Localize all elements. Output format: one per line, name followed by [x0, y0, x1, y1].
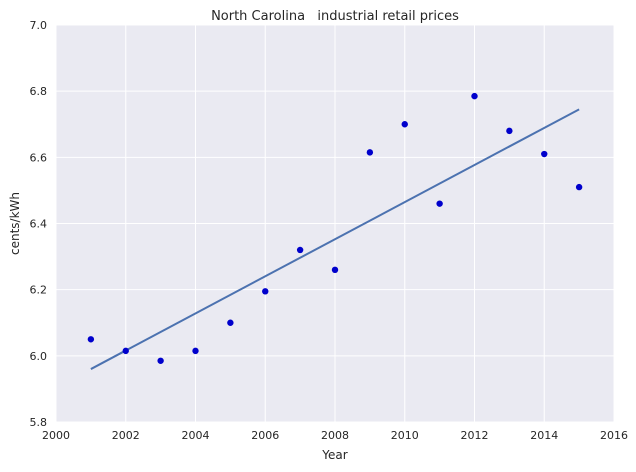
data-point	[227, 319, 234, 326]
x-tick-label: 2004	[182, 429, 210, 442]
data-point	[87, 336, 95, 343]
y-tick-label: 6.8	[30, 85, 48, 98]
data-point	[471, 92, 478, 100]
regression-line	[90, 108, 580, 370]
trend-line	[90, 108, 580, 370]
x-tick-label: 2000	[42, 429, 70, 442]
x-tick-label: 2014	[530, 429, 558, 442]
data-point	[506, 127, 513, 135]
y-tick-labels: 5.8 6.0 6.2 6.4 6.6 6.8 7.0	[30, 19, 48, 429]
data-points	[87, 92, 583, 364]
x-axis-label: Year	[321, 448, 347, 462]
y-tick-label: 6.6	[30, 151, 48, 164]
data-point	[262, 288, 269, 295]
data-point	[575, 183, 583, 191]
data-point	[122, 347, 129, 355]
y-tick-label: 6.2	[30, 284, 48, 297]
data-point	[157, 357, 164, 364]
x-tick-label: 2010	[391, 429, 419, 442]
y-tick-label: 6.4	[30, 218, 48, 231]
y-tick-label: 5.8	[30, 416, 48, 429]
y-axis-label: cents/kWh	[8, 192, 22, 255]
data-point	[401, 121, 408, 128]
data-point	[366, 149, 374, 156]
data-point	[296, 246, 304, 254]
data-point	[192, 347, 199, 355]
data-point	[436, 200, 443, 207]
chart-title: North Carolina industrial retail prices	[211, 9, 459, 24]
x-tick-label: 2016	[600, 429, 628, 442]
x-tick-labels: 2000 2002 2004 2006 2008 2010 2012 2014 2016	[42, 429, 628, 442]
data-point	[331, 266, 339, 274]
y-tick-label: 7.0	[30, 19, 48, 32]
x-tick-label: 2006	[251, 429, 279, 442]
data-point	[541, 150, 548, 158]
grid	[55, 24, 615, 423]
x-tick-label: 2012	[461, 429, 489, 442]
y-tick-label: 6.0	[30, 350, 48, 363]
x-tick-label: 2002	[112, 429, 140, 442]
x-tick-label: 2008	[321, 429, 349, 442]
